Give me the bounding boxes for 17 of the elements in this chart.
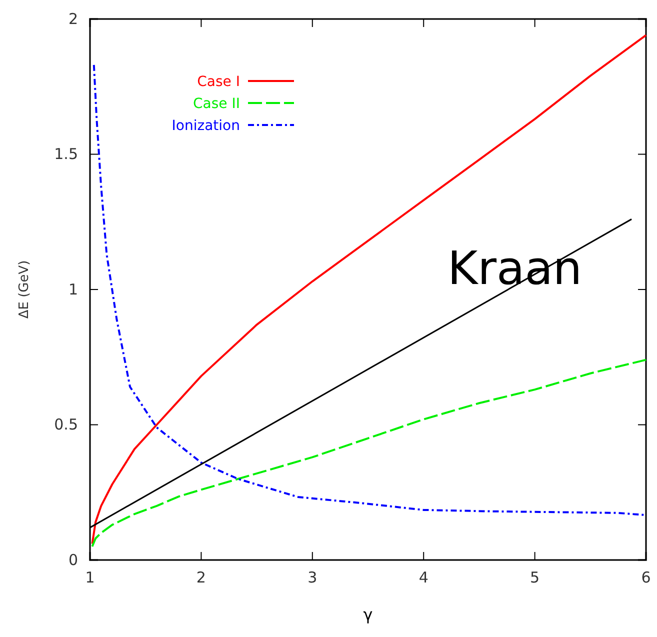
x-tick-label: 6: [641, 568, 651, 587]
x-tick-label: 2: [196, 568, 206, 587]
legend-label: Case II: [193, 96, 240, 112]
x-axis-title: γ: [363, 605, 373, 624]
legend-label: Case I: [197, 74, 240, 90]
y-tick-label: 2: [68, 10, 78, 28]
y-tick-label: 0: [68, 550, 78, 569]
y-axis-title: ΔE (GeV): [17, 260, 32, 319]
y-tick-label: 1: [68, 280, 78, 298]
y-tick-label: 1.5: [54, 145, 78, 164]
x-tick-label: 5: [530, 568, 540, 587]
line-series: [91, 358, 647, 548]
legend-label: Ionization: [172, 118, 240, 134]
x-tick-label: 3: [308, 568, 318, 587]
y-tick-label: 0.5: [54, 416, 78, 434]
x-tick-label: 4: [418, 568, 428, 587]
x-tick-label: 1: [85, 568, 95, 587]
